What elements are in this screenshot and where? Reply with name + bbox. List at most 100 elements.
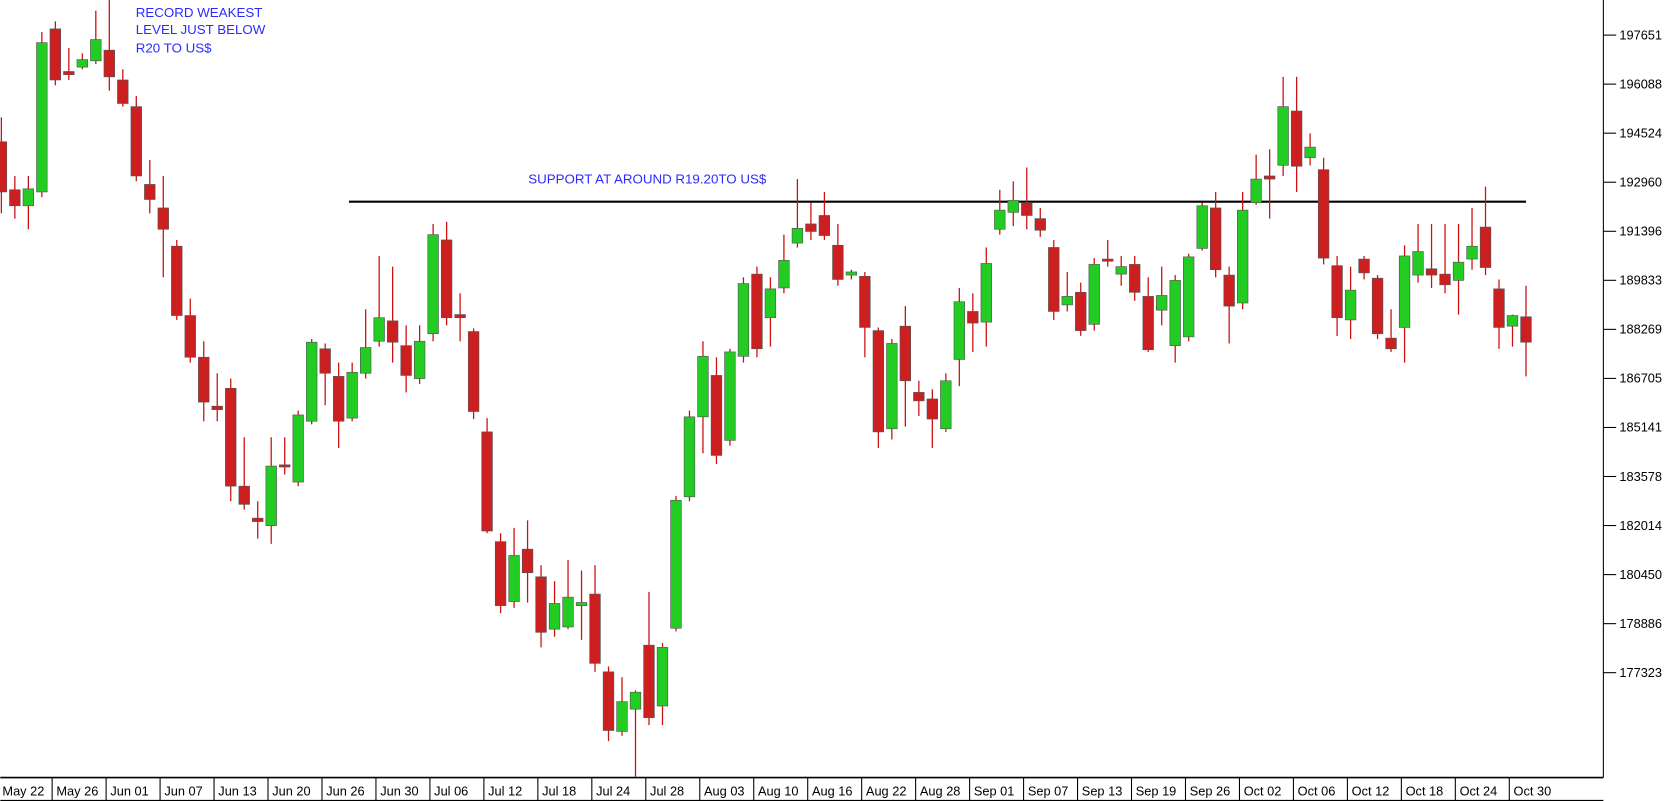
- candle-body: [886, 343, 898, 430]
- candle-body: [1034, 218, 1046, 231]
- candle-body: [1439, 273, 1451, 286]
- candle-body: [1358, 258, 1370, 274]
- candle-body: [467, 331, 480, 412]
- candle-body: [1210, 207, 1222, 271]
- x-tick-label: Aug 03: [704, 784, 745, 799]
- y-tick-label: 189833: [1619, 273, 1662, 288]
- candle-body: [1142, 296, 1154, 351]
- candle-body: [980, 263, 992, 323]
- candle-body: [265, 465, 277, 526]
- candle-body: [292, 414, 304, 483]
- candle-body: [994, 209, 1006, 230]
- candle-body: [400, 345, 412, 376]
- candle-body: [1371, 277, 1384, 335]
- x-tick-label: Sep 19: [1136, 784, 1177, 799]
- candle-body: [373, 317, 385, 342]
- candle-body: [926, 398, 938, 420]
- candle-body: [386, 320, 399, 343]
- candle-body: [1007, 200, 1019, 213]
- x-tick-label: Aug 28: [920, 784, 961, 799]
- candle-body: [805, 223, 817, 232]
- x-tick-label: Aug 10: [758, 784, 799, 799]
- candle-body: [427, 234, 439, 335]
- candle-body: [683, 416, 696, 498]
- candle-body: [1466, 245, 1478, 260]
- candle-body: [913, 392, 925, 402]
- candle-body: [751, 273, 763, 350]
- y-tick-label: 182014: [1619, 518, 1662, 533]
- candle-body: [953, 301, 965, 360]
- candle-body: [1237, 209, 1249, 304]
- candle-body: [130, 106, 142, 177]
- candle-body: [1506, 315, 1519, 327]
- x-tick-label: Jul 18: [542, 784, 576, 799]
- x-tick-label: Sep 13: [1082, 784, 1123, 799]
- candle-body: [1223, 274, 1235, 307]
- candle-body: [1344, 289, 1357, 321]
- candle-body: [872, 330, 885, 433]
- candle-body: [643, 644, 655, 718]
- x-tick-label: Jul 24: [596, 784, 630, 799]
- candle-body: [252, 517, 264, 522]
- candle-body: [184, 315, 196, 358]
- candle-body: [103, 49, 115, 78]
- candle-body: [333, 376, 345, 422]
- candle-body: [346, 371, 358, 419]
- candle-body: [1129, 264, 1141, 293]
- candle-body: [845, 271, 858, 276]
- candle-body: [1169, 280, 1181, 346]
- candle-body: [0, 141, 8, 193]
- candle-body: [1520, 316, 1532, 343]
- x-tick-label: Aug 22: [866, 784, 907, 799]
- candle-body: [1425, 268, 1438, 276]
- candle-body: [1304, 146, 1316, 159]
- candle-body: [22, 188, 35, 207]
- x-tick-label: Aug 16: [812, 784, 853, 799]
- x-tick-label: Oct 18: [1406, 784, 1444, 799]
- x-tick-label: Oct 12: [1352, 784, 1390, 799]
- x-tick-label: Oct 06: [1298, 784, 1336, 799]
- y-tick-label: 183578: [1619, 469, 1662, 484]
- candle-body: [90, 39, 102, 62]
- candle-body: [440, 239, 453, 319]
- candle-body: [76, 59, 88, 68]
- candle-body: [562, 596, 574, 628]
- x-tick-label: Jun 01: [110, 784, 148, 799]
- x-tick-label: Jun 30: [380, 784, 418, 799]
- candle-body: [1075, 292, 1087, 331]
- x-tick-label: Jun 26: [326, 784, 364, 799]
- candle-body: [1048, 247, 1060, 312]
- x-tick-label: Jun 20: [272, 784, 310, 799]
- candle-body: [225, 387, 237, 487]
- candle-body: [319, 348, 331, 374]
- candle-body: [1385, 337, 1397, 350]
- candle-body: [49, 28, 61, 81]
- candle-body: [1493, 288, 1505, 328]
- y-tick-label: 186705: [1619, 371, 1662, 386]
- candle-body: [1479, 226, 1492, 268]
- candle-body: [1156, 295, 1168, 311]
- candle-body: [616, 701, 628, 732]
- y-tick-label: 194524: [1619, 125, 1662, 140]
- y-tick-label: 185141: [1619, 420, 1662, 435]
- x-tick-label: Jun 07: [164, 784, 202, 799]
- candle-body: [279, 464, 291, 468]
- candle-body: [1452, 261, 1465, 281]
- x-tick-label: Jul 06: [434, 784, 468, 799]
- candle-body: [508, 555, 520, 602]
- candle-body: [778, 260, 790, 289]
- x-tick-label: Oct 30: [1514, 784, 1552, 799]
- candle-body: [1115, 266, 1127, 275]
- x-tick-label: Sep 26: [1190, 784, 1231, 799]
- annotation-line: RECORD WEAKEST: [136, 5, 263, 20]
- candle-body: [1263, 175, 1276, 180]
- candle-body: [1102, 258, 1114, 262]
- x-tick-label: Oct 02: [1244, 784, 1282, 799]
- candle-body: [1398, 255, 1411, 328]
- annotation-support: SUPPORT AT AROUND R19.20TO US$: [528, 171, 767, 186]
- candle-body: [589, 593, 601, 664]
- y-tick-label: 188269: [1619, 322, 1662, 337]
